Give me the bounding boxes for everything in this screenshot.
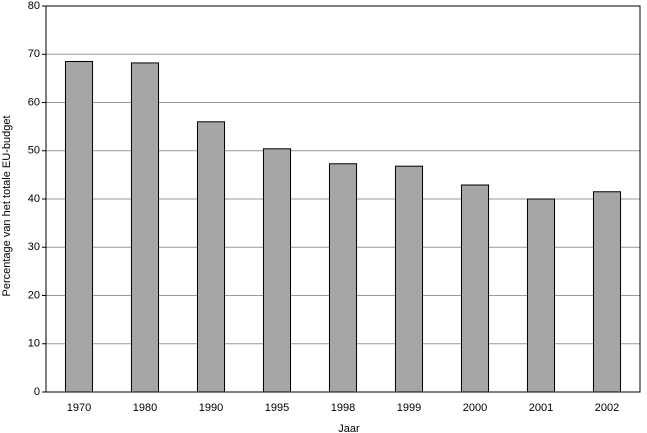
bar [64,60,94,393]
y-tick-label: 10 [28,338,40,350]
y-tick-label: 60 [28,96,40,108]
bar [262,148,292,393]
x-tick-label: 1999 [397,402,421,414]
bar [394,165,424,393]
y-tick-label: 30 [28,241,40,253]
bar [196,121,226,393]
x-tick-label: 2002 [595,402,619,414]
y-axis-label: Percentage van het totale EU-budget [1,115,13,296]
y-tick-label: 20 [28,289,40,301]
bar [328,163,358,393]
x-tick-label: 2000 [463,402,487,414]
y-tick-label: 70 [28,48,40,60]
x-tick-label: 1990 [199,402,223,414]
y-tick-label: 40 [28,193,40,205]
x-axis-label: Jaar [338,423,360,433]
bar [526,198,556,393]
bar [460,184,490,393]
bar [130,62,160,393]
plot-frame [45,5,641,393]
bar [592,191,622,393]
y-tick-label: 50 [28,145,40,157]
x-tick-label: 2001 [529,402,553,414]
x-tick-label: 1998 [331,402,355,414]
x-tick-label: 1995 [265,402,289,414]
y-tick-label: 80 [28,0,40,12]
x-tick-label: 1970 [67,402,91,414]
x-tick-label: 1980 [133,402,157,414]
y-tick-label: 0 [34,386,40,398]
